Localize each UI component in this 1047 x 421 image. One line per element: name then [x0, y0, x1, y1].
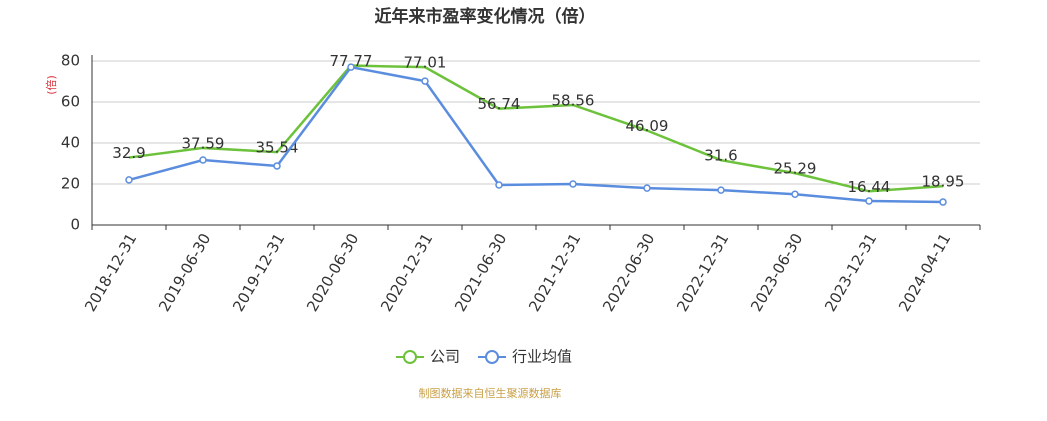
y-tick-label: 80 [61, 52, 80, 70]
data-label: 46.09 [626, 117, 669, 135]
chart-title: 近年来市盈率变化情况（倍） [375, 6, 596, 27]
y-tick-label: 20 [61, 175, 80, 193]
x-tick-label: 2021-12-31 [525, 230, 584, 315]
y-tick-label: 0 [70, 216, 80, 234]
point [791, 190, 799, 198]
x-tick-label: 2021-06-30 [451, 230, 510, 315]
point [865, 197, 873, 205]
point [643, 184, 651, 192]
x-tick-label: 2018-12-31 [81, 230, 140, 315]
point [125, 176, 133, 184]
data-label: 16.44 [848, 178, 891, 196]
point [421, 77, 429, 85]
data-label: 77.77 [330, 52, 373, 70]
x-tick-label: 2020-06-30 [303, 230, 362, 315]
y-tick-label: 40 [61, 134, 80, 152]
x-tick-label: 2019-06-30 [155, 230, 214, 315]
data-label: 18.95 [922, 173, 965, 191]
point [939, 198, 947, 206]
data-label: 25.29 [774, 160, 817, 178]
point [199, 156, 207, 164]
series-line [128, 64, 944, 193]
y-tick-label: 60 [61, 93, 80, 111]
data-label: 77.01 [404, 54, 447, 72]
legend-marker [403, 350, 417, 364]
point [273, 162, 281, 170]
data-label: 58.56 [552, 91, 595, 109]
point [569, 180, 577, 188]
x-tick-label: 2024-04-11 [895, 230, 954, 315]
data-label: 32.9 [112, 144, 145, 162]
data-label: 56.74 [478, 95, 521, 113]
x-tick-label: 2022-12-31 [673, 230, 732, 315]
point [495, 181, 503, 189]
x-tick-label: 2023-12-31 [821, 230, 880, 315]
data-label: 31.6 [704, 147, 737, 165]
legend-label: 行业均值 [512, 348, 572, 366]
point [347, 63, 355, 71]
point [717, 186, 725, 194]
x-tick-label: 2023-06-30 [747, 230, 806, 315]
x-tick-label: 2020-12-31 [377, 230, 436, 315]
source-note: 制图数据来自恒生聚源数据库 [419, 386, 562, 400]
x-tick-label: 2022-06-30 [599, 230, 658, 315]
y-axis-label: (倍) [44, 75, 58, 95]
x-tick-label: 2019-12-31 [229, 230, 288, 315]
legend-marker [485, 350, 500, 364]
legend-label: 公司 [430, 348, 460, 366]
series-line [128, 65, 944, 204]
data-label: 37.59 [182, 134, 225, 152]
